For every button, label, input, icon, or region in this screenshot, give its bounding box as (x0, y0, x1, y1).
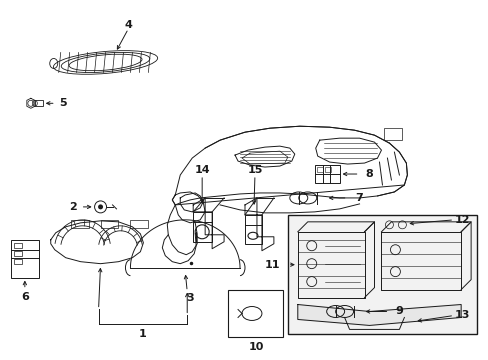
Text: 12: 12 (453, 215, 469, 225)
Text: 1: 1 (138, 329, 146, 339)
Bar (14, 243, 22, 248)
Text: 5: 5 (59, 98, 66, 108)
Text: 9: 9 (395, 306, 403, 316)
Bar (14, 251, 22, 256)
Text: 4: 4 (124, 19, 132, 30)
Bar (193, 212, 212, 242)
Text: 6: 6 (21, 292, 29, 302)
Text: 7: 7 (355, 193, 363, 203)
Circle shape (98, 204, 103, 210)
Text: 3: 3 (186, 293, 194, 302)
Bar (35, 100, 42, 106)
Bar (227, 289, 282, 337)
Text: 10: 10 (248, 342, 263, 352)
Text: 2: 2 (69, 202, 77, 212)
Bar (11, 240, 39, 278)
Bar (287, 215, 476, 334)
Bar (384, 128, 402, 140)
Bar (244, 215, 262, 244)
Text: 13: 13 (453, 310, 469, 320)
Polygon shape (297, 305, 460, 325)
Text: 15: 15 (247, 165, 262, 175)
Text: 11: 11 (264, 260, 279, 270)
Text: 14: 14 (194, 165, 209, 175)
Bar (316, 167, 322, 172)
Bar (314, 165, 339, 183)
Bar (101, 220, 118, 228)
Bar (324, 167, 330, 172)
Bar (71, 220, 88, 228)
Bar (14, 259, 22, 264)
Text: 8: 8 (365, 169, 373, 179)
Bar (130, 220, 148, 228)
